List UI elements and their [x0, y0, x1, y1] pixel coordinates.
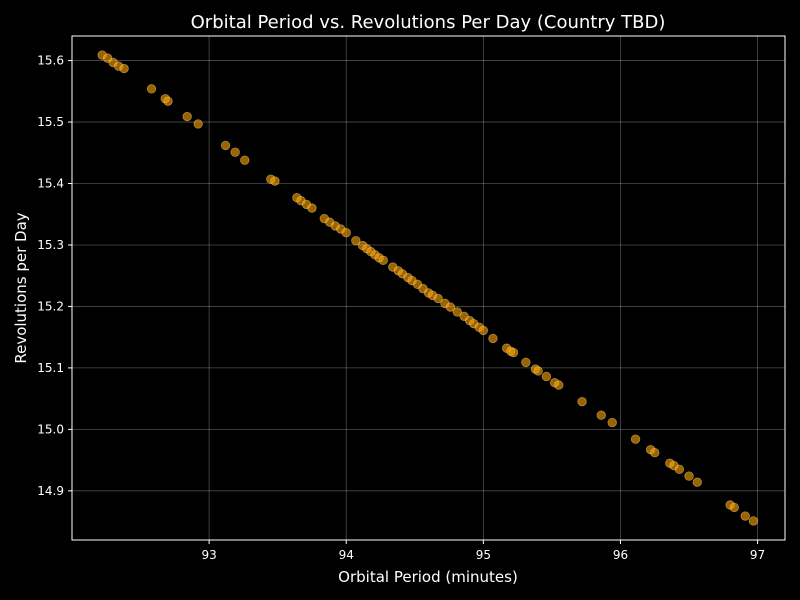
data-point — [433, 293, 443, 304]
x-tick-label: 93 — [201, 548, 216, 562]
data-point — [341, 227, 351, 238]
data-point — [748, 516, 759, 526]
data-point — [220, 140, 231, 151]
data-point — [541, 371, 552, 382]
y-tick-label: 15.6 — [37, 54, 64, 68]
data-point — [607, 417, 617, 428]
data-point — [508, 347, 519, 358]
y-tick-label: 15.5 — [37, 115, 64, 129]
y-tick-label: 14.9 — [37, 484, 64, 498]
y-tick-label: 15.2 — [37, 299, 64, 313]
data-point — [533, 366, 543, 376]
data-points — [97, 50, 759, 526]
data-point — [270, 176, 280, 186]
data-point — [193, 119, 203, 129]
data-point — [163, 96, 173, 106]
y-axis: 14.9 15.0 15.1 15.2 15.3 15.4 15.5 15.6 — [37, 54, 72, 498]
data-point — [521, 357, 531, 368]
data-point — [119, 63, 129, 74]
grid — [72, 36, 785, 540]
data-point — [674, 464, 685, 475]
data-point — [182, 111, 192, 122]
data-point — [630, 434, 641, 444]
y-tick-label: 15.0 — [37, 422, 64, 436]
x-axis: 93 94 95 96 97 — [201, 540, 765, 562]
x-axis-label: Orbital Period (minutes) — [338, 568, 518, 586]
data-point — [230, 147, 240, 157]
data-point — [478, 325, 489, 336]
chart-title: Orbital Period vs. Revolutions Per Day (… — [191, 12, 666, 33]
x-tick-label: 94 — [339, 548, 354, 562]
y-tick-label: 15.4 — [37, 177, 64, 191]
y-tick-label: 15.1 — [37, 361, 64, 375]
data-point — [378, 255, 388, 266]
data-point — [729, 502, 739, 513]
data-point — [684, 471, 694, 481]
x-tick-label: 97 — [750, 548, 765, 562]
data-point — [351, 235, 361, 246]
data-point — [488, 333, 498, 344]
data-point — [452, 307, 462, 317]
data-point — [577, 397, 587, 407]
data-point — [692, 477, 702, 487]
data-point — [554, 380, 564, 390]
y-axis-label: Revolutions per Day — [12, 212, 30, 363]
data-point — [596, 410, 606, 420]
data-point — [740, 511, 750, 521]
data-point — [650, 448, 660, 458]
x-tick-label: 95 — [476, 548, 491, 562]
data-point — [445, 302, 456, 312]
x-tick-label: 96 — [613, 548, 628, 562]
data-point — [146, 84, 157, 94]
data-point — [307, 203, 317, 213]
y-tick-label: 15.3 — [37, 238, 64, 252]
plot-frame — [71, 35, 786, 541]
data-point — [240, 155, 250, 165]
